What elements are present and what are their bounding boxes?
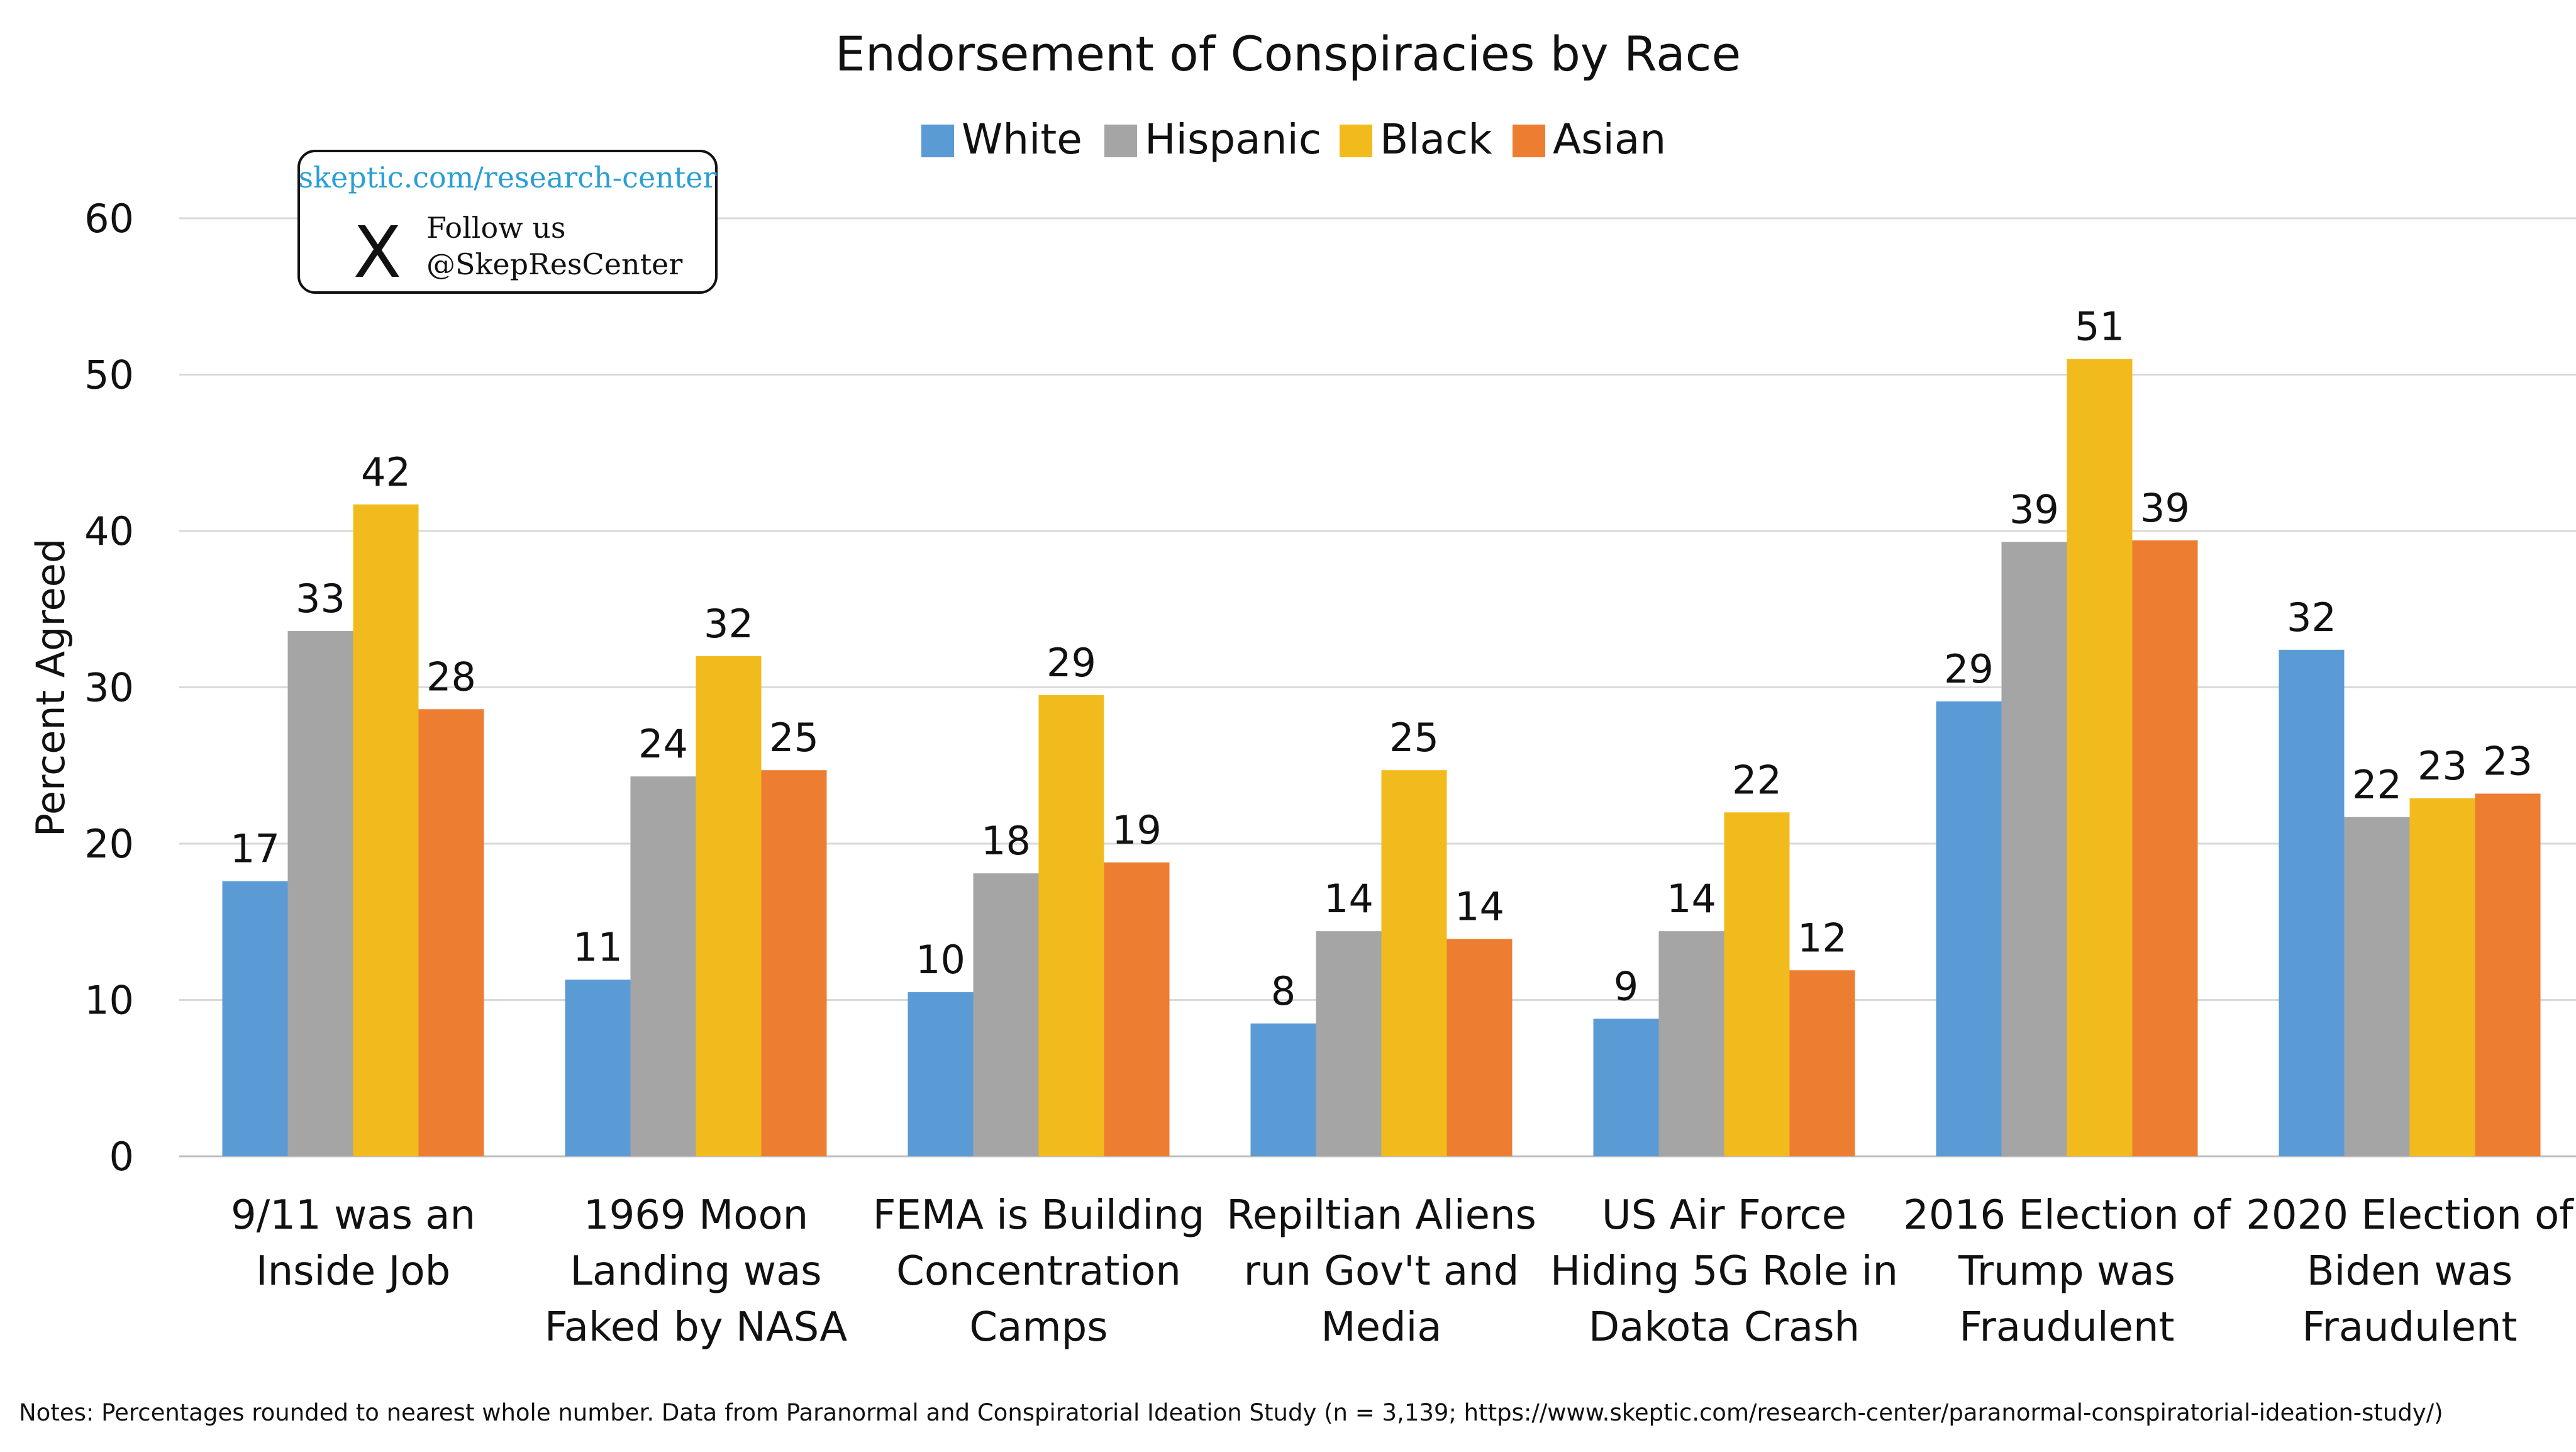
- data-label: 14: [1667, 876, 1716, 922]
- watermark-handle: @SkepResCenter: [426, 247, 682, 281]
- data-label: 39: [2140, 485, 2190, 531]
- bar-asian: [1789, 970, 1855, 1156]
- y-tick-label: 20: [84, 821, 134, 867]
- data-label: 23: [2483, 738, 2533, 784]
- data-label: 51: [2075, 304, 2124, 350]
- x-tick-label: 1969 Moon Landing was Faked by NASA: [545, 1192, 848, 1351]
- data-labels: 17 33 42 28 11 24 32 25 10 18 29 19 8 14 25 14 9 14 22 12 29…: [230, 304, 2533, 1014]
- data-label: 8: [1271, 968, 1296, 1014]
- bar-hispanic: [630, 776, 696, 1156]
- data-label: 22: [2352, 762, 2402, 808]
- data-label: 14: [1324, 876, 1374, 922]
- y-tick-label: 40: [84, 508, 134, 554]
- bar-white: [2279, 649, 2345, 1156]
- bar-white: [565, 980, 631, 1156]
- data-label: 29: [1944, 646, 1994, 692]
- legend-label-black: Black: [1380, 115, 1492, 164]
- data-label: 19: [1112, 807, 1162, 853]
- watermark-box: skeptic.com/research-center X Follow us …: [297, 150, 718, 294]
- bar-black: [353, 504, 419, 1156]
- data-label: 18: [981, 818, 1031, 864]
- y-axis-ticks: 0 10 20 30 40 50 60: [84, 196, 134, 1180]
- x-tick-label: 2020 Election of Biden was Fraudulent: [2246, 1192, 2574, 1351]
- bar-hispanic: [287, 631, 353, 1156]
- legend-swatch-hispanic: [1104, 125, 1137, 157]
- legend-swatch-asian: [1513, 125, 1545, 157]
- bar-asian: [2132, 540, 2198, 1156]
- data-label: 12: [1797, 915, 1847, 961]
- watermark-follow-label: Follow us: [426, 211, 565, 245]
- legend-label-white: White: [962, 115, 1082, 164]
- x-tick-label: FEMA is Building Concentration Camps: [873, 1192, 1205, 1351]
- bar-white: [1936, 701, 2002, 1156]
- y-axis-label: Percent Agreed: [28, 539, 74, 837]
- data-label: 42: [361, 449, 411, 495]
- bar-white: [222, 881, 288, 1156]
- y-tick-label: 60: [84, 196, 134, 242]
- bar-black: [1724, 812, 1790, 1156]
- data-label: 25: [769, 715, 819, 761]
- legend-label-hispanic: Hispanic: [1145, 115, 1321, 164]
- bars: [222, 359, 2541, 1156]
- bar-asian: [2475, 793, 2541, 1156]
- watermark-url: skeptic.com/research-center: [298, 160, 716, 194]
- data-label: 32: [704, 601, 753, 647]
- data-label: 22: [1732, 757, 1782, 803]
- bar-asian: [418, 709, 484, 1156]
- bar-black: [1381, 770, 1447, 1156]
- bar-asian: [1446, 939, 1513, 1156]
- x-logo-icon: X: [353, 212, 402, 294]
- bar-white: [1250, 1023, 1316, 1156]
- bar-black: [696, 656, 762, 1156]
- y-tick-label: 10: [84, 978, 134, 1024]
- data-label: 39: [2009, 486, 2059, 532]
- data-label: 14: [1455, 884, 1504, 930]
- bar-black: [1038, 695, 1104, 1156]
- y-tick-label: 0: [109, 1134, 134, 1180]
- legend-label-asian: Asian: [1553, 115, 1666, 164]
- bar-hispanic: [1658, 931, 1724, 1156]
- bar-hispanic: [1316, 931, 1382, 1156]
- legend: White Hispanic Black Asian: [921, 115, 1666, 164]
- data-label: 23: [2418, 743, 2467, 789]
- bar-white: [1593, 1019, 1659, 1156]
- x-tick-label: 9/11 was an Inside Job: [231, 1192, 475, 1295]
- bar-asian: [761, 770, 827, 1156]
- chart-title: Endorsement of Conspiracies by Race: [835, 26, 1741, 82]
- data-label: 24: [638, 721, 688, 767]
- chart-notes: Notes: Percentages rounded to nearest wh…: [19, 1399, 2443, 1426]
- x-tick-label: Repiltian Aliens run Gov't and Media: [1226, 1192, 1536, 1351]
- bar-black: [2409, 798, 2475, 1156]
- watermark-border: [297, 150, 718, 294]
- x-axis-ticks: 9/11 was an Inside Job 1969 Moon Landing wa…: [231, 1192, 2574, 1351]
- bar-white: [908, 992, 974, 1156]
- bar-black: [2067, 359, 2133, 1156]
- bar-hispanic: [2344, 817, 2410, 1156]
- data-label: 29: [1046, 640, 1096, 686]
- data-label: 11: [573, 924, 623, 970]
- y-tick-label: 50: [84, 352, 134, 398]
- data-label: 28: [426, 654, 476, 700]
- legend-swatch-white: [921, 125, 954, 157]
- data-label: 17: [230, 826, 280, 872]
- data-label: 33: [296, 576, 345, 622]
- x-tick-label: US Air Force Hiding 5G Role in Dakota Cras…: [1550, 1192, 1898, 1351]
- data-label: 32: [2287, 595, 2336, 640]
- bar-asian: [1104, 862, 1170, 1156]
- bar-hispanic: [973, 873, 1039, 1156]
- y-tick-label: 30: [84, 665, 134, 711]
- data-label: 9: [1614, 963, 1638, 1009]
- x-tick-label: 2016 Election of Trump was Fraudulent: [1903, 1192, 2231, 1351]
- data-label: 25: [1389, 715, 1439, 761]
- data-label: 10: [916, 937, 965, 983]
- bar-hispanic: [2001, 542, 2067, 1156]
- legend-swatch-black: [1340, 125, 1372, 157]
